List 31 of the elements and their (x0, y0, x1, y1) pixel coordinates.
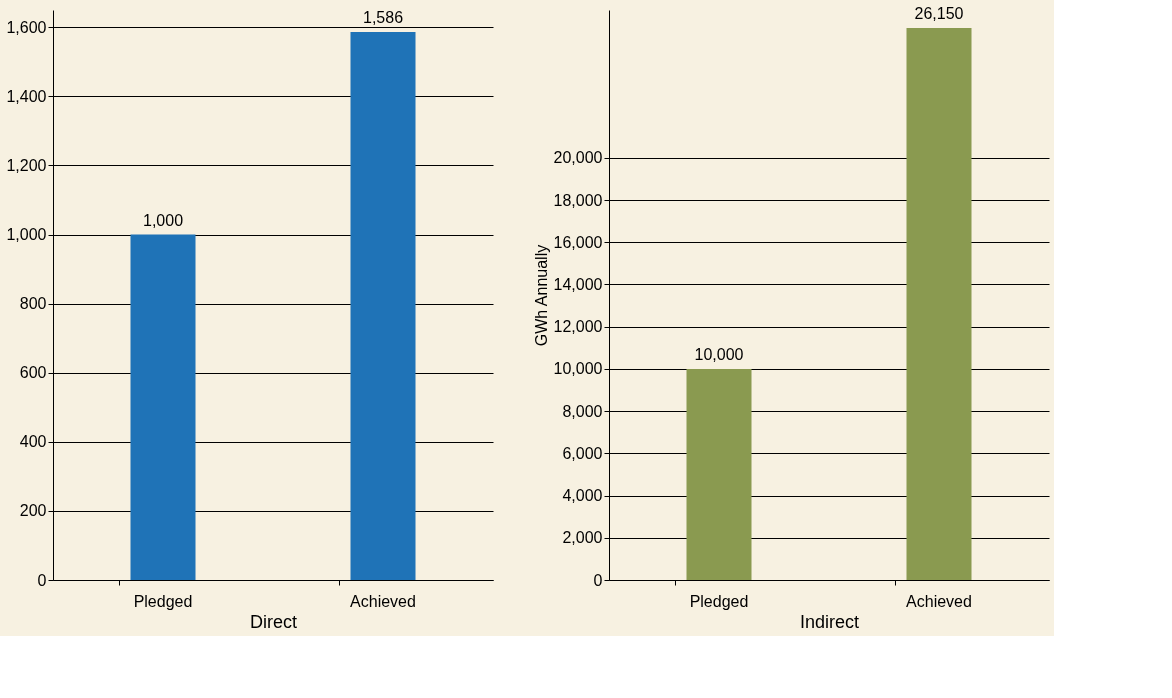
x-tick-label: Achieved (350, 592, 416, 610)
y-tick-label: 600 (19, 364, 47, 382)
y-tick-label: 0 (37, 571, 47, 589)
data-label: 1,000 (142, 211, 184, 229)
y-tick-label: 20,000 (553, 149, 603, 167)
y-tick-label: 200 (19, 502, 47, 520)
y-tick-label: 1,400 (6, 87, 47, 105)
y-tick-label: 10,000 (553, 360, 603, 378)
x-axis-title: Direct (249, 611, 298, 632)
y-tick-label: 400 (19, 433, 47, 451)
y-tick-label: 1,200 (6, 156, 47, 174)
y-tick-label: 4,000 (562, 487, 603, 505)
y-tick-label: 12,000 (553, 318, 603, 336)
y-tick-label: 8,000 (562, 402, 603, 420)
x-axis-title: Indirect (799, 611, 860, 632)
y-tick-label: 14,000 (553, 275, 603, 293)
x-tick-label: Achieved (906, 592, 972, 610)
y-tick-label: 800 (19, 295, 47, 313)
y-tick-label: 6,000 (562, 444, 603, 462)
y-tick-label: 0 (593, 571, 603, 589)
y-tick-label: 2,000 (562, 529, 603, 547)
y-tick-label: 1,600 (6, 18, 47, 36)
data-label: 26,150 (914, 4, 964, 22)
y-tick-label: 18,000 (553, 191, 603, 209)
x-tick-label: Pledged (689, 592, 749, 610)
x-tick-label: Pledged (133, 592, 193, 610)
y-tick-label: 1,000 (6, 226, 47, 244)
y-tick-label: 16,000 (553, 233, 603, 251)
data-label: 1,586 (362, 9, 404, 27)
data-label: 10,000 (694, 345, 744, 363)
y-axis-title: GWh Annually (532, 244, 550, 347)
